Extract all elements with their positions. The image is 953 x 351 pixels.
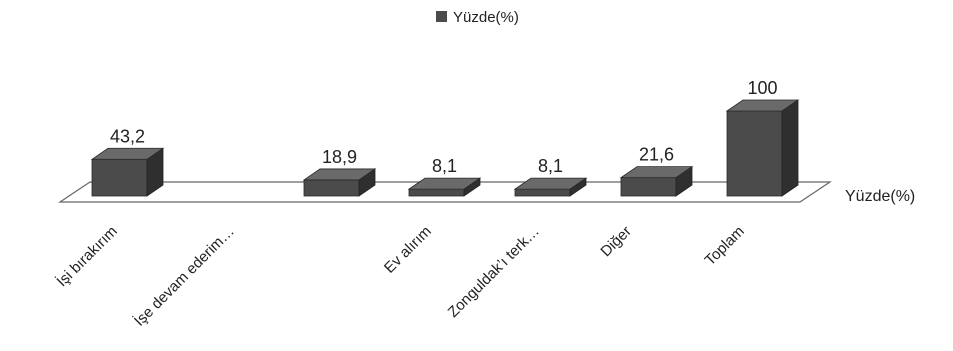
bar [619,165,694,197]
value-label: 43,2 [110,126,145,146]
category-label: Ev alırım [381,223,435,277]
bar [302,168,377,197]
bar-front [726,110,783,197]
bar-front [620,177,677,197]
value-labels-group: 43,2 18,9 8,1 8,1 21,6 100 [110,78,778,176]
bar-side [781,99,799,197]
bar-top [302,168,377,181]
bars-group [90,99,800,197]
category-label: Toplam [702,223,748,269]
value-label: 100 [747,78,777,98]
category-label: Diğer [597,223,634,260]
bar [407,177,482,197]
bar [725,99,800,197]
legend: Yüzde(%) [436,9,519,26]
bar-top [407,177,482,190]
value-label: 21,6 [639,145,674,165]
category-label: İşe devam ederim… [130,222,238,330]
bar-top [90,147,165,160]
bar-front [303,179,360,197]
category-label: İşi bırakırım [53,222,121,290]
bar-top [619,166,694,179]
depth-axis-label: Yüzde(%) [845,188,915,205]
bar [513,177,588,197]
bar-top [725,99,800,112]
bar-top [513,177,588,190]
value-label: 8,1 [538,156,563,176]
legend-swatch [436,11,447,22]
bar-front [514,188,571,197]
legend-label: Yüzde(%) [453,9,519,26]
category-labels-group: İşi bırakırım İşe devam ederim… Ev alırım Z… [53,222,748,330]
value-label: 8,1 [432,156,457,176]
bar-front [91,158,148,197]
category-label: Zonguldak’ı terk… [445,223,543,321]
value-label: 18,9 [322,147,357,167]
bar-front [408,188,465,197]
bar [90,147,165,197]
